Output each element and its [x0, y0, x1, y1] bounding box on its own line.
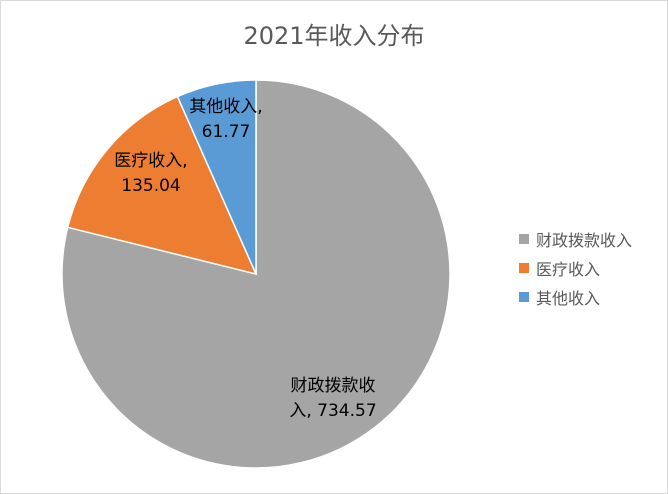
- data-label-1: 医疗收入, 135.04: [114, 151, 187, 196]
- legend-item-1: 医疗收入: [519, 253, 632, 282]
- legend-swatch-2: [519, 291, 529, 302]
- chart-title: 2021年收入分布: [243, 22, 425, 50]
- legend-label-2: 其他收入: [536, 288, 601, 308]
- legend-item-0: 财政拨款收入: [519, 224, 632, 253]
- pie-slice-2: [176, 79, 257, 275]
- legend-item-2: 其他收入: [519, 282, 632, 311]
- pie-slice-1: [66, 95, 258, 276]
- legend: 财政拨款收入 医疗收入 其他收入: [519, 224, 632, 311]
- data-label-0: 财政拨款收入, 734.57: [289, 376, 376, 421]
- legend-label-0: 财政拨款收入: [536, 230, 633, 250]
- legend-label-1: 医疗收入: [536, 259, 601, 279]
- data-label-2: 其他收入, 61.77: [189, 97, 262, 142]
- legend-swatch-1: [519, 262, 529, 273]
- pie-slice-0: [61, 79, 451, 469]
- legend-swatch-0: [519, 233, 529, 244]
